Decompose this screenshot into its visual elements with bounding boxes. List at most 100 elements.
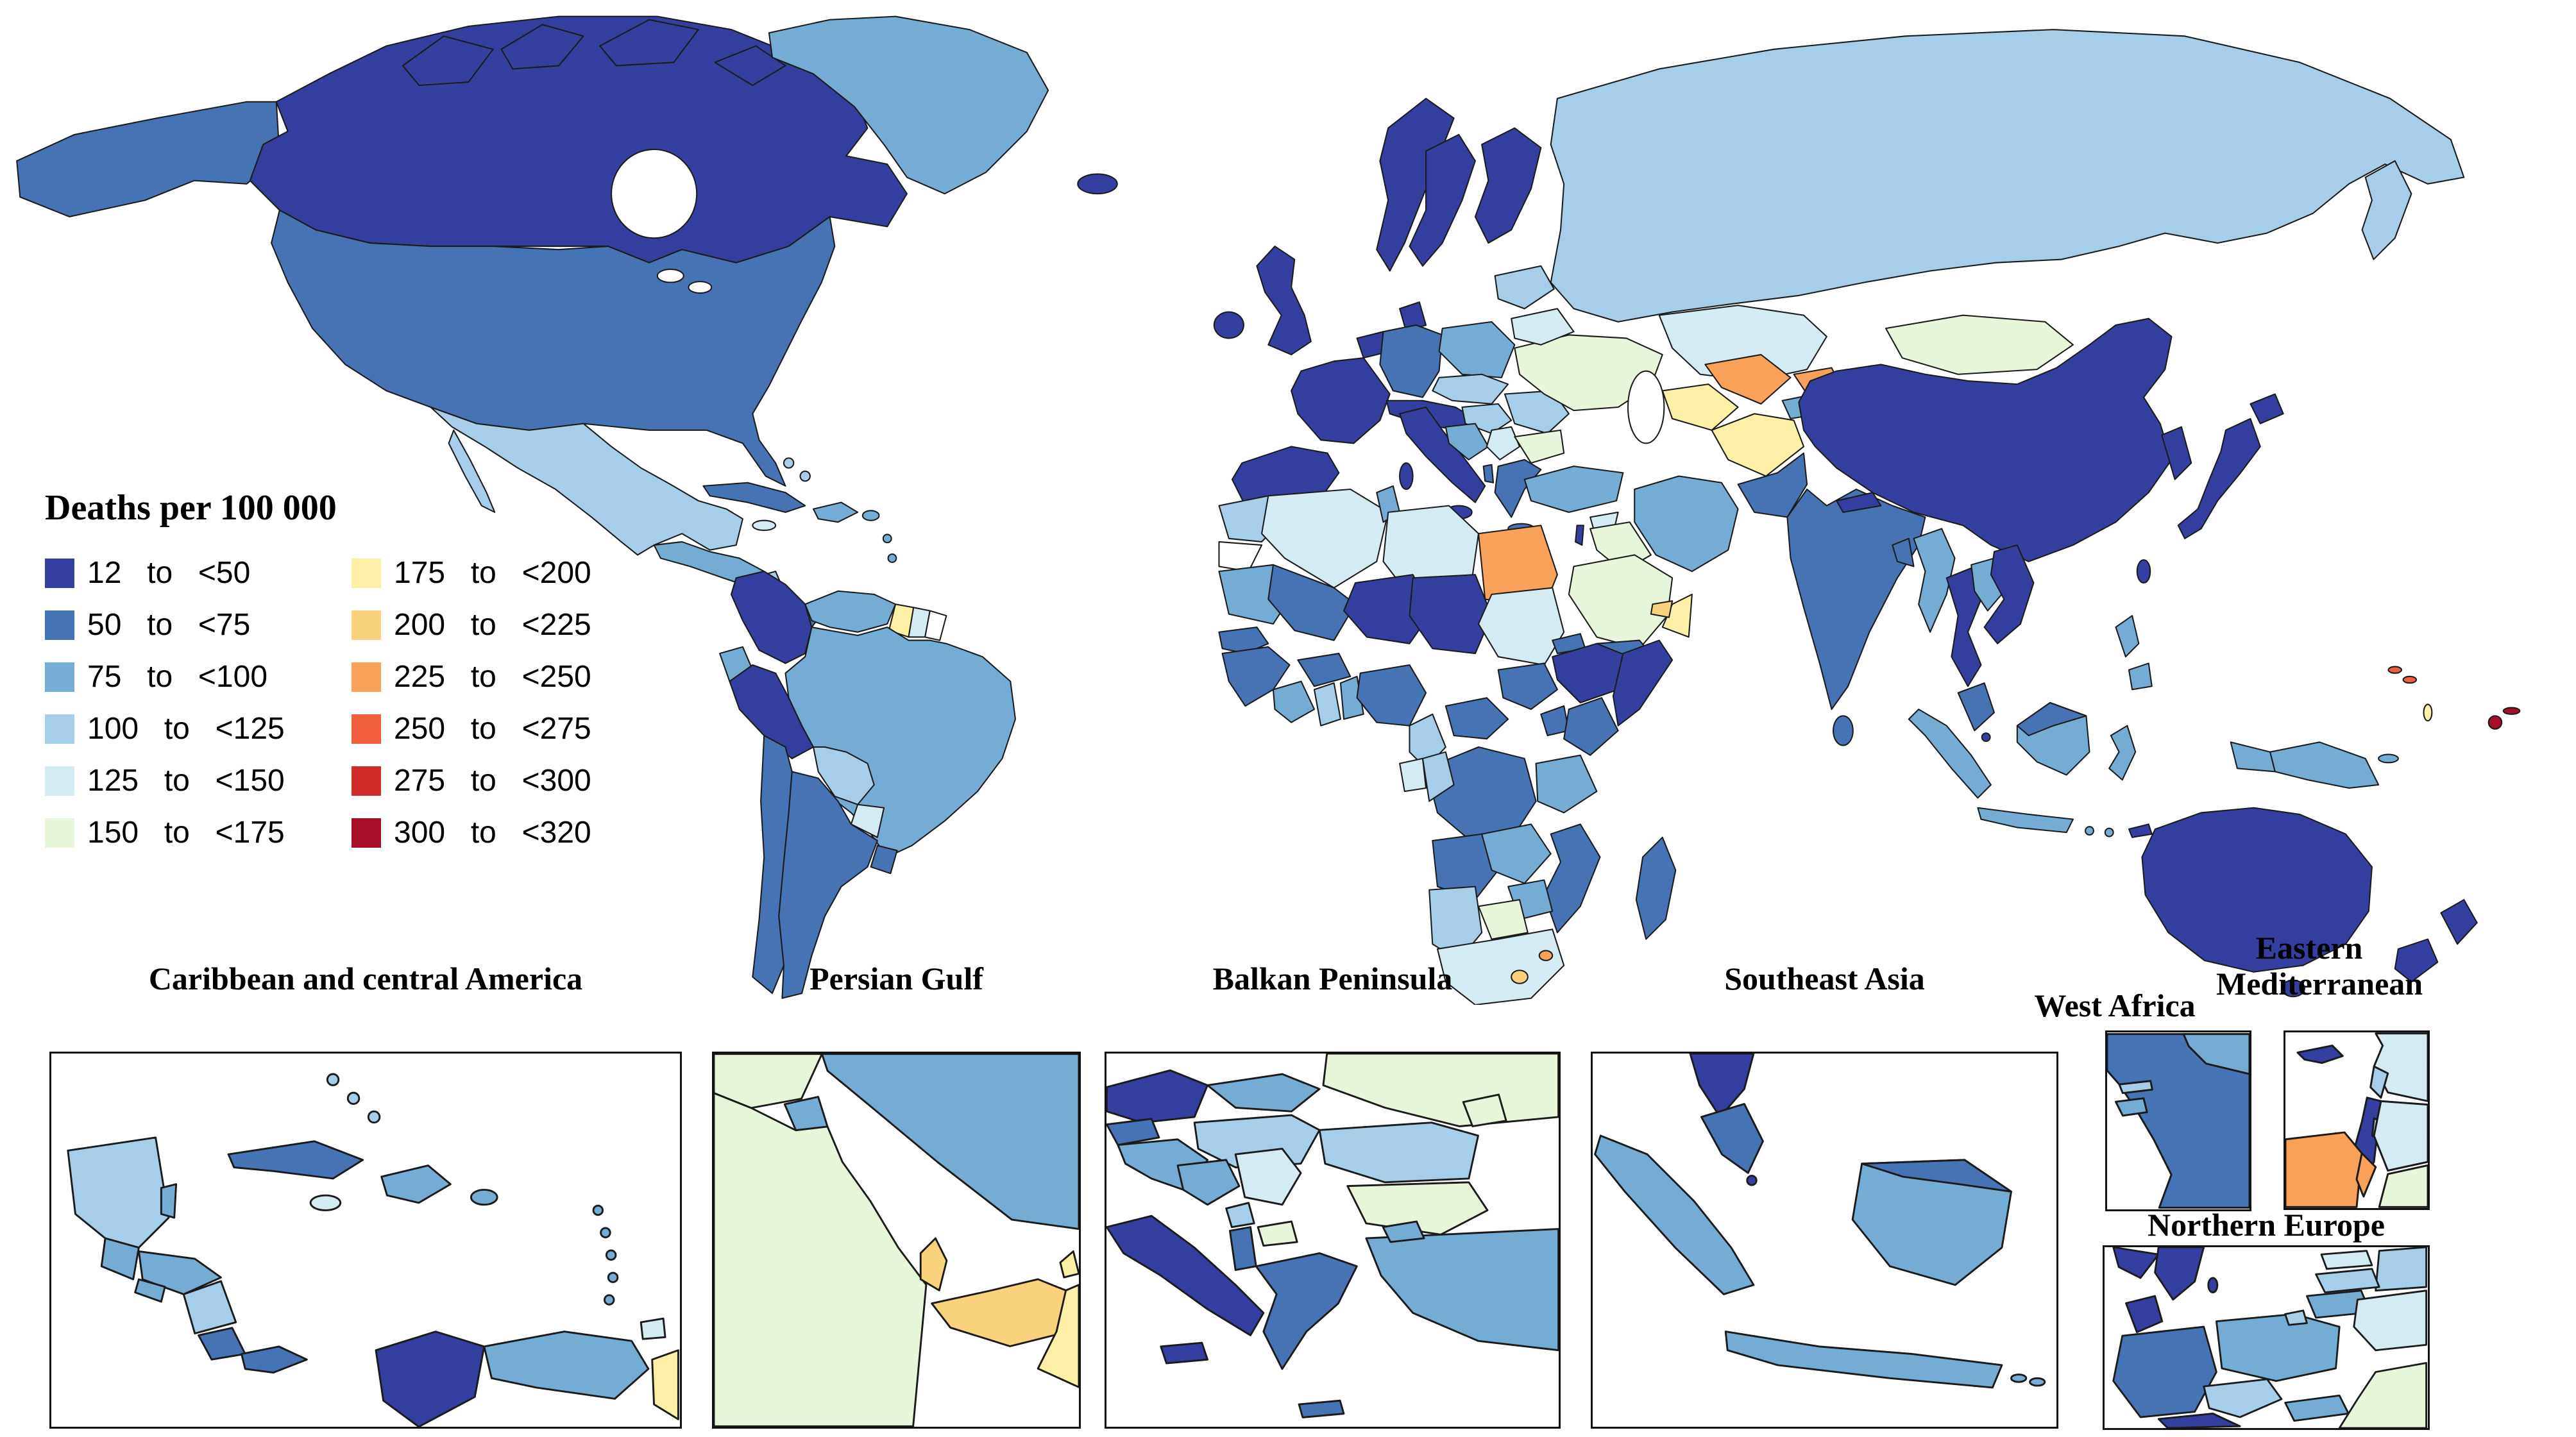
country-afghanistan — [1711, 413, 1805, 477]
legend-item: 150 to <175 — [45, 815, 352, 850]
legend-item: 300 to <320 — [352, 815, 685, 850]
inset-belize — [160, 1183, 178, 1219]
legend-swatch-6 — [45, 818, 74, 848]
country-congo — [1421, 751, 1455, 802]
country-nepal — [1836, 492, 1882, 513]
inset-sumatra — [1594, 1134, 1755, 1295]
country-sudan — [1477, 587, 1565, 666]
legend-swatch-8 — [352, 610, 381, 640]
inset-west-africa-landmass — [2107, 1033, 2250, 1209]
country-kazakhstan — [1658, 305, 1827, 382]
country-solomon-islands — [2402, 675, 2418, 684]
country-niger — [1343, 574, 1434, 644]
inset-panama — [241, 1345, 308, 1374]
country-iceland — [1077, 173, 1118, 195]
philippines-mindanao — [2128, 662, 2153, 691]
inset-west-africa — [2105, 1030, 2251, 1211]
region-croatia-bosnia — [1445, 423, 1489, 460]
inset-ukraine-n — [2338, 1362, 2427, 1428]
country-solomon-islands — [2387, 666, 2403, 674]
legend-label: 100 to <125 — [87, 712, 285, 746]
country-canada-arctic — [714, 45, 786, 87]
country-japan — [2177, 417, 2261, 539]
country-uk — [1256, 246, 1312, 356]
inset-cyprus — [2296, 1045, 2344, 1064]
region-uae-qatar — [1650, 600, 1674, 618]
country-turkey — [1523, 466, 1624, 513]
legend-swatch-11 — [352, 766, 381, 796]
inset-austria — [1106, 1069, 1208, 1124]
inset-antilles — [600, 1227, 611, 1239]
country-israel — [1575, 525, 1584, 546]
country-zambia — [1481, 823, 1552, 884]
legend-item: 12 to <50 — [45, 555, 352, 591]
inset-denmark — [2125, 1295, 2164, 1333]
inset-crete — [1298, 1399, 1345, 1418]
inset-hungary — [1193, 1114, 1321, 1168]
country-south-africa — [1436, 929, 1565, 1005]
country-denmark — [1399, 301, 1427, 333]
region-korean-peninsula — [2161, 426, 2192, 480]
world-map — [16, 15, 2521, 1005]
country-algeria — [1261, 488, 1389, 589]
malaysia-borneo — [2016, 702, 2087, 737]
indonesia-lesser-sunda — [2085, 826, 2094, 836]
inset-slovakia-n — [2284, 1394, 2350, 1422]
country-mexico — [430, 406, 743, 556]
inset-qatar — [919, 1237, 948, 1291]
legend-swatch-3 — [45, 662, 74, 692]
inset-title-caribbean: Caribbean and central America — [148, 961, 583, 996]
country-fiji — [2487, 715, 2503, 730]
country-botswana — [1477, 899, 1529, 940]
inset-guinea-bissau — [2115, 1097, 2148, 1117]
inset-saudi — [2378, 1164, 2428, 1208]
legend-item: 100 to <125 — [45, 711, 352, 746]
inset-syria — [2373, 1032, 2428, 1102]
inset-thailand — [1689, 1054, 1755, 1118]
inset-montenegro — [1225, 1202, 1255, 1229]
legend-label: 225 to <250 — [394, 660, 591, 694]
country-poland — [1438, 321, 1516, 378]
inset-title-northern-europe: Northern Europe — [2148, 1207, 2385, 1243]
inset-uae — [931, 1278, 1071, 1347]
legend-title: Deaths per 100 000 — [45, 488, 337, 528]
png-new-britain — [2378, 753, 2399, 764]
country-timor — [2128, 823, 2153, 838]
inset-bahamas — [346, 1091, 360, 1105]
inset-singapore — [1746, 1175, 1758, 1186]
inset-oman — [1037, 1284, 1079, 1388]
country-bahamas — [783, 457, 795, 469]
country-usa — [271, 209, 836, 487]
country-mexico-baja — [448, 429, 496, 513]
inset-costa-rica — [198, 1327, 246, 1361]
nz-south-island — [2394, 938, 2439, 983]
country-bahamas — [799, 470, 811, 482]
inset-antilles — [605, 1249, 617, 1261]
inset-nicaragua — [182, 1280, 237, 1334]
country-argentina — [778, 771, 878, 999]
country-madagascar — [1635, 836, 1677, 940]
indonesia-sulawesi — [2108, 725, 2137, 781]
country-greenland — [768, 15, 1049, 195]
country-chad — [1409, 574, 1493, 655]
country-uruguay — [870, 845, 898, 875]
inset-el-salvador — [134, 1278, 166, 1303]
inset-title-southeast-asia: Southeast Asia — [1724, 961, 1925, 996]
legend-swatch-12 — [352, 818, 381, 848]
legend-swatch-1 — [45, 558, 74, 588]
country-taiwan — [2136, 559, 2151, 584]
region-baltic-states — [1494, 265, 1555, 310]
inset-southeast-asia — [1591, 1052, 2058, 1429]
country-eswatini — [1538, 950, 1554, 961]
inset-latvia — [2315, 1268, 2380, 1293]
country-venezuela — [804, 590, 897, 633]
legend-item: 50 to <75 — [45, 607, 352, 643]
inset-bahamas — [326, 1073, 340, 1086]
inset-turkey-thrace — [1382, 1220, 1425, 1243]
country-germany — [1379, 324, 1443, 398]
inset-moldova — [1462, 1093, 1507, 1127]
inset-antilles — [607, 1272, 619, 1283]
inset-norway — [2112, 1247, 2160, 1279]
legend-label: 125 to <150 — [87, 764, 285, 798]
